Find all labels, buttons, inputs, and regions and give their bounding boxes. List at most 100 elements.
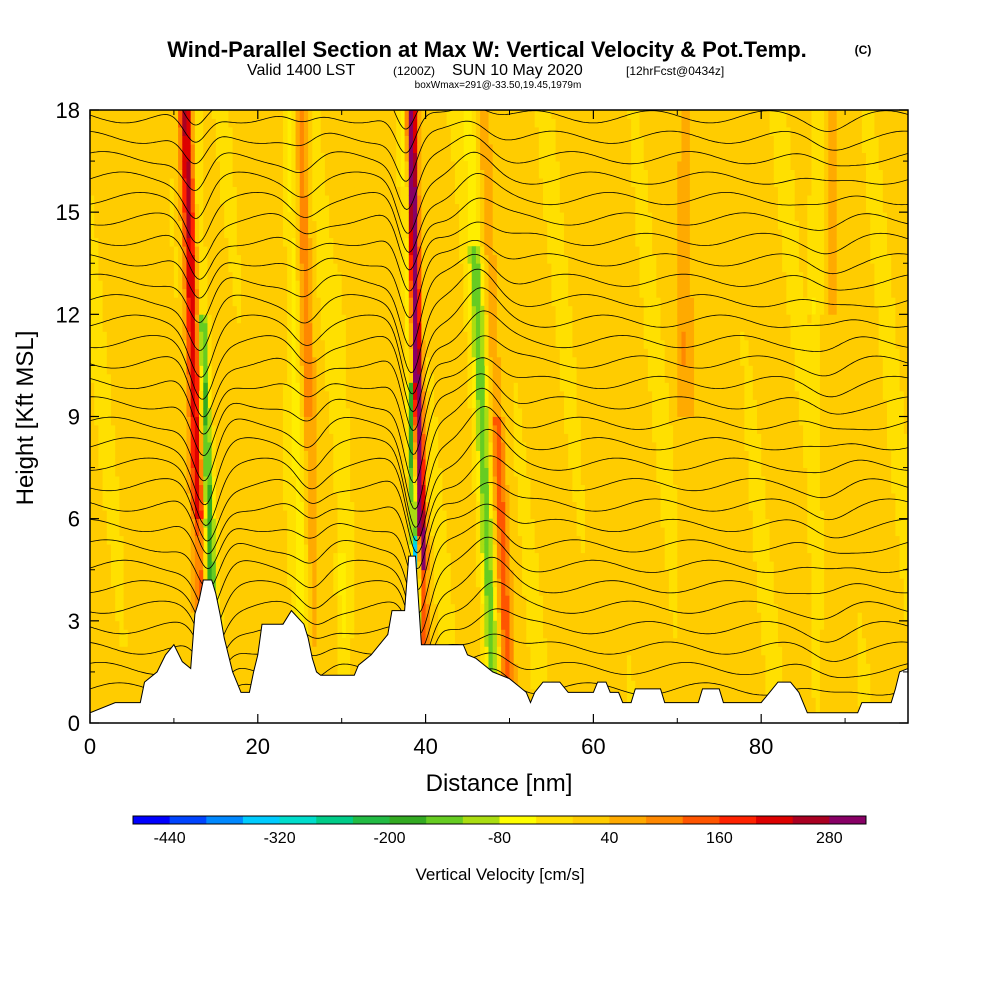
velocity-cell — [110, 697, 116, 707]
velocity-cell — [94, 280, 99, 290]
velocity-cell — [345, 535, 351, 545]
velocity-cell — [354, 254, 359, 264]
velocity-cell — [157, 348, 162, 358]
velocity-cell — [199, 237, 204, 247]
velocity-cell — [165, 365, 171, 375]
velocity-cell — [278, 322, 284, 332]
velocity-cell — [324, 484, 330, 494]
velocity-cell — [215, 263, 221, 273]
velocity-cell — [173, 365, 179, 375]
velocity-cell — [169, 390, 175, 400]
velocity-cell — [261, 595, 267, 605]
velocity-cell — [308, 382, 313, 392]
velocity-cell — [337, 620, 343, 630]
velocity-cell — [379, 271, 385, 281]
velocity-cell — [282, 144, 288, 153]
velocity-cell — [371, 569, 376, 579]
velocity-cell — [186, 476, 192, 486]
velocity-cell — [169, 135, 175, 145]
velocity-cell — [241, 425, 246, 434]
velocity-cell — [383, 578, 389, 588]
velocity-cell — [253, 348, 259, 358]
velocity-cell — [345, 484, 351, 494]
velocity-cell — [345, 186, 351, 196]
velocity-cell — [241, 612, 246, 622]
velocity-cell — [98, 305, 103, 315]
velocity-cell — [106, 612, 112, 622]
velocity-cell — [90, 118, 95, 128]
velocity-cell — [90, 501, 95, 511]
velocity-cell — [345, 297, 351, 307]
velocity-cell — [131, 578, 137, 588]
velocity-cell — [316, 646, 322, 656]
velocity-cell — [102, 510, 108, 520]
velocity-cell — [157, 467, 162, 477]
velocity-cell — [299, 467, 305, 477]
velocity-cell — [228, 459, 234, 468]
velocity-cell — [106, 467, 112, 477]
velocity-cell — [308, 518, 313, 528]
velocity-cell — [354, 578, 359, 588]
velocity-cell — [224, 467, 229, 477]
velocity-cell — [136, 518, 141, 528]
velocity-cell — [341, 237, 347, 247]
velocity-cell — [383, 535, 389, 545]
velocity-cell — [228, 288, 234, 298]
velocity-cell — [224, 203, 229, 213]
velocity-cell — [157, 382, 162, 392]
velocity-cell — [287, 263, 292, 273]
velocity-cell — [186, 620, 192, 630]
velocity-cell — [199, 331, 204, 341]
velocity-cell — [362, 178, 368, 188]
velocity-cell — [173, 373, 179, 383]
velocity-cell — [303, 280, 309, 290]
velocity-cell — [94, 459, 99, 468]
velocity-cell — [312, 254, 317, 264]
velocity-cell — [333, 518, 338, 528]
velocity-cell — [190, 586, 196, 596]
velocity-cell — [249, 288, 254, 298]
velocity-cell — [379, 620, 385, 630]
velocity-cell — [236, 297, 242, 307]
velocity-cell — [308, 314, 313, 324]
velocity-cell — [199, 169, 204, 179]
velocity-cell — [215, 561, 221, 571]
velocity-cell — [249, 246, 254, 256]
velocity-cell — [295, 263, 301, 273]
velocity-cell — [98, 288, 103, 298]
velocity-cell — [102, 288, 108, 298]
velocity-cell — [136, 399, 141, 409]
velocity-cell — [308, 501, 313, 511]
velocity-cell — [232, 442, 238, 451]
velocity-cell — [110, 612, 116, 622]
velocity-cell — [266, 110, 271, 119]
velocity-cell — [329, 280, 334, 290]
velocity-cell — [165, 263, 171, 273]
velocity-cell — [257, 118, 263, 128]
velocity-cell — [337, 246, 343, 256]
velocity-cell — [345, 569, 351, 579]
velocity-cell — [320, 322, 326, 332]
velocity-cell — [169, 169, 175, 179]
velocity-cell — [228, 322, 234, 332]
velocity-cell — [270, 229, 275, 239]
velocity-cell — [131, 501, 137, 511]
velocity-cell — [207, 135, 213, 145]
velocity-cell — [199, 569, 204, 579]
velocity-cell — [261, 416, 267, 426]
velocity-cell — [350, 195, 355, 205]
velocity-cell — [178, 152, 183, 162]
velocity-cell — [291, 544, 296, 554]
velocity-cell — [345, 135, 351, 145]
velocity-cell — [152, 620, 158, 630]
velocity-cell — [308, 110, 313, 119]
velocity-cell — [220, 425, 225, 434]
velocity-cell — [354, 544, 359, 554]
velocity-cell — [308, 220, 313, 230]
velocity-cell — [274, 493, 280, 503]
velocity-cell — [178, 501, 183, 511]
velocity-cell — [308, 493, 313, 503]
velocity-cell — [320, 552, 326, 562]
velocity-cell — [110, 663, 116, 673]
velocity-cell — [375, 390, 380, 400]
